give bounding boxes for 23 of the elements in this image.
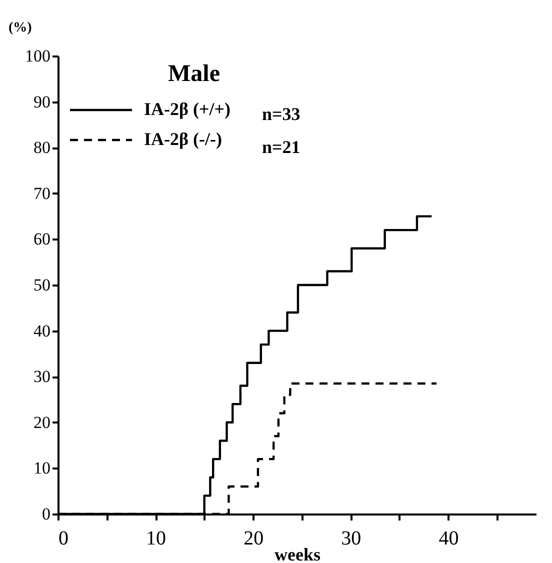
annotation: n=33 <box>262 104 300 124</box>
x-tick-label: 0 <box>58 528 68 550</box>
y-tick-label: 80 <box>34 138 50 158</box>
legend-label: IA-2β (+/+) <box>144 99 230 119</box>
y-axis-title: (%) <box>8 20 32 36</box>
x-tick-label: 20 <box>244 528 264 550</box>
x-tick-label: 10 <box>146 528 166 550</box>
y-tick-label: 10 <box>34 458 50 478</box>
y-tick-label: 70 <box>34 184 50 203</box>
y-tick-label: 90 <box>34 92 50 112</box>
y-tick-label: 100 <box>25 46 50 66</box>
x-axis-title: weeks <box>274 544 320 563</box>
x-tick-label: 30 <box>341 528 362 550</box>
annotation: n=21 <box>262 137 300 157</box>
y-tick-label: 30 <box>34 367 50 386</box>
y-tick-label: 0 <box>42 504 50 524</box>
legend-label: IA-2β (-/-) <box>144 129 222 149</box>
y-tick-label: 40 <box>34 321 50 340</box>
y-tick-label: 60 <box>34 230 50 249</box>
legend-title: Male <box>168 61 220 87</box>
x-tick-label: 40 <box>438 528 459 550</box>
y-tick-label: 50 <box>34 276 50 294</box>
y-tick-label: 20 <box>34 412 50 432</box>
